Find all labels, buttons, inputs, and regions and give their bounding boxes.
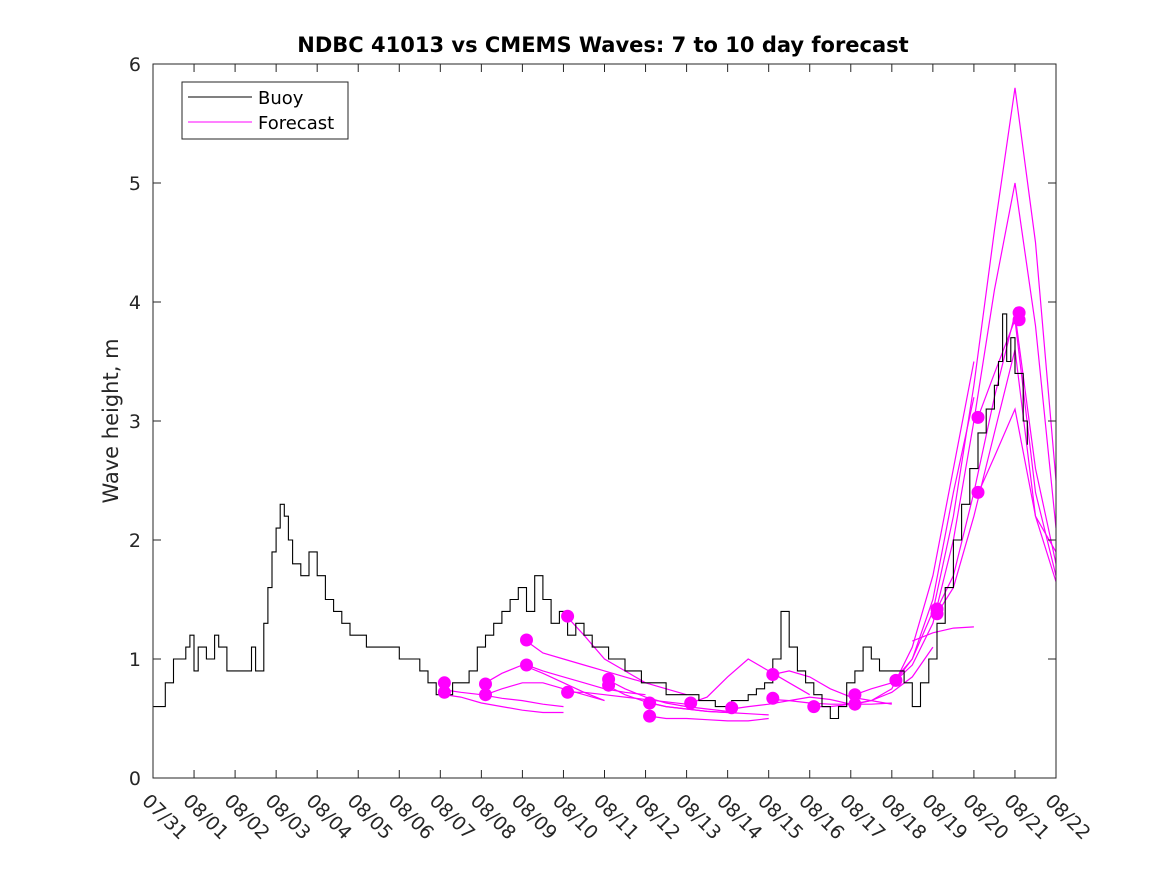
x-tick-label: 08/20 — [958, 790, 1012, 844]
legend-label-buoy: Buoy — [258, 88, 304, 109]
forecast-point — [643, 709, 657, 723]
x-tick-label: 08/10 — [548, 790, 602, 844]
forecast-line-23 — [977, 319, 1056, 576]
forecast-line-20 — [895, 182, 1056, 681]
forecast-line-3 — [485, 682, 605, 702]
x-tick-label: 08/14 — [712, 790, 766, 844]
forecast-point — [889, 673, 903, 687]
x-tick-label: 08/02 — [220, 790, 274, 844]
y-tick-label: 0 — [129, 768, 141, 790]
forecast-point — [848, 688, 862, 702]
forecast-line-13 — [731, 696, 851, 710]
y-tick-label: 1 — [129, 649, 141, 671]
y-tick-label: 5 — [129, 173, 141, 195]
forecast-lines — [444, 87, 1056, 722]
x-tick-label: 08/05 — [343, 790, 397, 844]
x-tick-label: 08/17 — [835, 790, 889, 844]
x-tick-label: 08/11 — [589, 790, 643, 844]
x-tick-label: 08/03 — [261, 790, 315, 844]
forecast-point — [602, 678, 616, 692]
x-tick-label: 08/12 — [630, 790, 684, 844]
forecast-line-17 — [854, 397, 975, 696]
forecast-point — [643, 696, 657, 710]
x-tick-label: 08/09 — [507, 790, 561, 844]
forecast-line-8 — [608, 679, 728, 712]
x-tick-label: 08/16 — [794, 790, 848, 844]
x-tick-label: 08/01 — [179, 790, 233, 844]
forecast-point — [437, 676, 451, 690]
chart-title: NDBC 41013 vs CMEMS Waves: 7 to 10 day f… — [297, 33, 908, 57]
forecast-point — [725, 701, 739, 715]
x-tick-label: 08/22 — [1040, 790, 1094, 844]
forecast-line-24 — [977, 407, 1056, 553]
y-tick-label: 3 — [129, 411, 141, 433]
forecast-point — [1012, 313, 1026, 327]
y-axis-label: Wave height, m — [99, 338, 123, 503]
y-axis: 0 1 2 3 4 5 6 — [129, 54, 1056, 790]
forecast-line-25 — [912, 626, 974, 642]
x-tick-label: 08/13 — [671, 790, 725, 844]
x-tick-label: 08/21 — [999, 790, 1053, 844]
x-tick-label: 08/04 — [302, 790, 356, 844]
forecast-point — [848, 697, 862, 711]
x-tick-label: 08/07 — [425, 790, 479, 844]
forecast-line-9 — [608, 685, 728, 714]
x-tick-label: 08/08 — [466, 790, 520, 844]
forecast-point — [561, 685, 575, 699]
forecast-line-7 — [567, 691, 687, 705]
forecast-line-10 — [649, 702, 769, 716]
forecast-line-12 — [690, 658, 811, 704]
forecast-point — [684, 696, 698, 710]
forecast-point — [479, 677, 492, 691]
forecast-line-15 — [772, 698, 892, 705]
buoy-series — [153, 313, 1028, 720]
forecast-point — [561, 609, 575, 623]
forecast-points — [437, 306, 1026, 723]
forecast-point — [766, 668, 780, 681]
forecast-point — [807, 700, 821, 714]
forecast-line-4 — [526, 640, 646, 684]
forecast-point — [479, 688, 492, 702]
forecast-point — [437, 685, 451, 699]
legend-label-forecast: Forecast — [258, 113, 334, 134]
forecast-line-0 — [444, 694, 564, 714]
x-tick-label: 08/18 — [876, 790, 930, 844]
forecast-point — [520, 658, 533, 672]
forecast-line-11 — [649, 715, 769, 722]
forecast-point — [520, 633, 533, 647]
buoy-line — [153, 313, 1028, 720]
x-tick-label: 07/31 — [137, 790, 191, 844]
forecast-point — [971, 410, 985, 424]
x-tick-label: 08/19 — [917, 790, 971, 844]
forecast-line-16 — [813, 646, 934, 708]
x-tick-label: 08/15 — [753, 790, 807, 844]
forecast-point — [766, 691, 780, 705]
legend: Buoy Forecast — [181, 81, 349, 140]
x-axis: 07/3108/0108/0208/0308/0408/0508/0608/07… — [137, 64, 1095, 844]
legend-box — [181, 81, 349, 140]
forecast-line-19 — [895, 87, 1056, 681]
forecast-point — [930, 607, 944, 621]
forecast-point — [971, 485, 985, 499]
forecast-line-5 — [526, 664, 646, 696]
y-tick-label: 6 — [129, 54, 141, 76]
forecast-line-18 — [854, 361, 975, 705]
y-tick-label: 2 — [129, 530, 141, 552]
forecast-line-1 — [444, 689, 564, 708]
y-tick-label: 4 — [129, 292, 141, 314]
x-tick-label: 08/06 — [384, 790, 438, 844]
